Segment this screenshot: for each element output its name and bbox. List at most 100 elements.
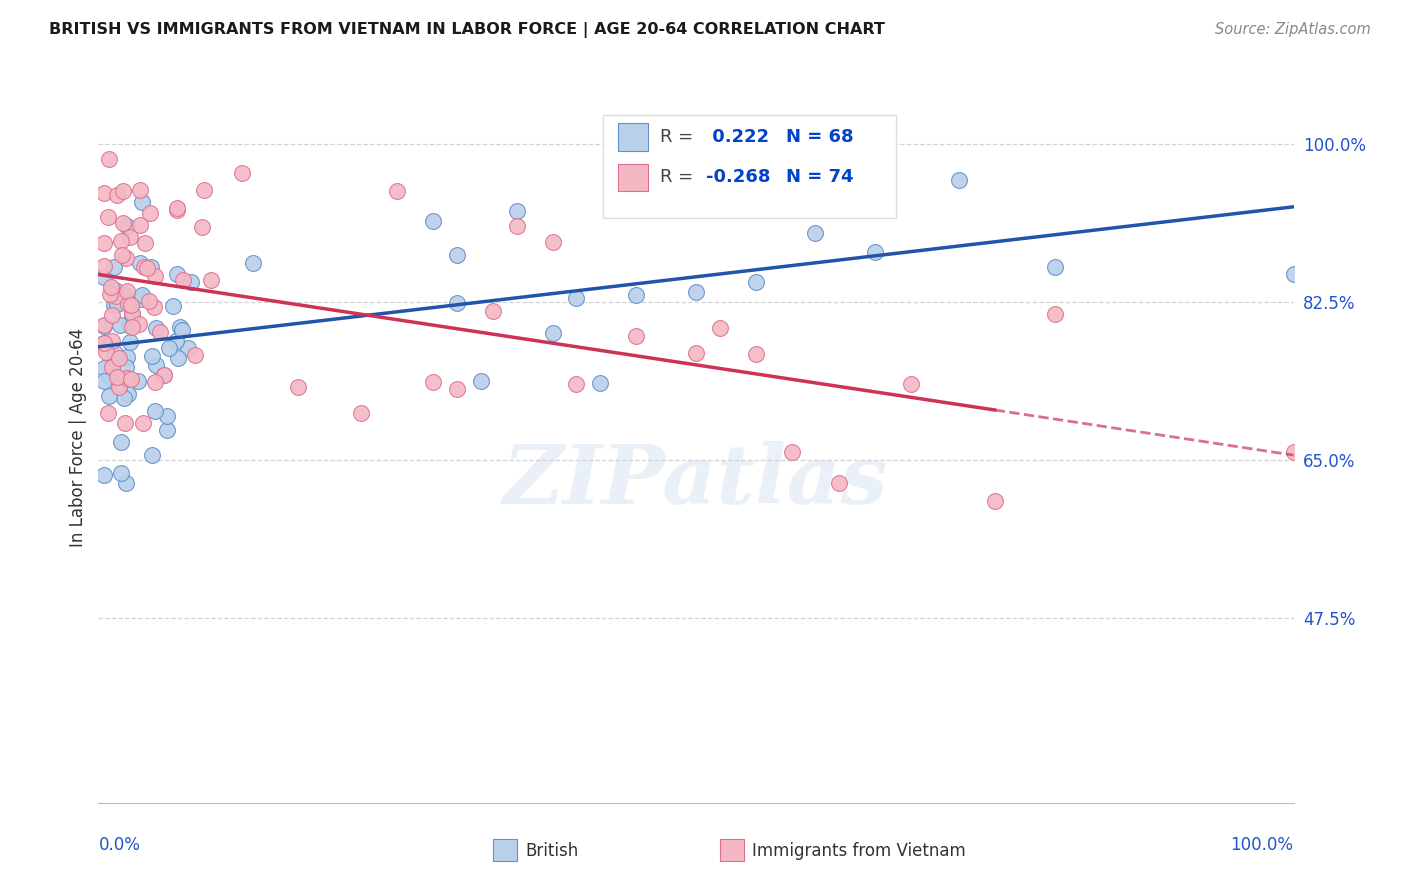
Point xyxy=(141,349,163,363)
Point xyxy=(177,341,200,355)
Point xyxy=(118,230,141,244)
Point xyxy=(149,325,172,339)
Point xyxy=(101,360,124,375)
Point xyxy=(121,306,143,320)
Point xyxy=(93,236,115,251)
Point xyxy=(114,392,136,406)
Text: N = 68: N = 68 xyxy=(786,128,853,146)
Text: N = 74: N = 74 xyxy=(786,169,853,186)
Point xyxy=(446,248,468,262)
FancyBboxPatch shape xyxy=(494,839,517,862)
Point xyxy=(93,318,115,332)
Point xyxy=(103,260,125,275)
Point xyxy=(745,347,768,361)
Point xyxy=(422,214,444,228)
Point xyxy=(1043,307,1066,321)
Point xyxy=(129,292,152,306)
Point xyxy=(134,236,156,251)
Point xyxy=(115,350,138,364)
Text: Immigrants from Vietnam: Immigrants from Vietnam xyxy=(752,842,966,860)
Point xyxy=(128,318,150,332)
Point xyxy=(157,341,180,355)
Point xyxy=(153,368,176,382)
Point xyxy=(110,434,132,449)
Text: BRITISH VS IMMIGRANTS FROM VIETNAM IN LABOR FORCE | AGE 20-64 CORRELATION CHART: BRITISH VS IMMIGRANTS FROM VIETNAM IN LA… xyxy=(49,22,886,38)
Point xyxy=(191,220,214,235)
Point xyxy=(165,334,187,348)
Point xyxy=(1043,260,1066,274)
Point xyxy=(108,351,131,365)
Point xyxy=(121,319,143,334)
Point xyxy=(156,423,179,437)
Point xyxy=(385,184,409,198)
Point xyxy=(183,348,205,362)
Point xyxy=(1282,445,1305,459)
Point xyxy=(111,215,134,229)
Point xyxy=(103,298,125,312)
Text: R =: R = xyxy=(661,169,699,186)
Text: 100.0%: 100.0% xyxy=(1230,836,1294,854)
Point xyxy=(172,323,194,337)
Point xyxy=(131,416,153,430)
Point xyxy=(97,211,120,225)
Point xyxy=(97,368,120,383)
Point xyxy=(135,261,157,276)
Text: R =: R = xyxy=(661,128,699,146)
Point xyxy=(446,296,468,310)
Point xyxy=(93,336,115,351)
Point xyxy=(145,321,167,335)
Point xyxy=(110,377,132,392)
Point xyxy=(105,297,128,311)
Point xyxy=(506,219,529,234)
Point xyxy=(141,448,163,462)
Point xyxy=(104,346,127,360)
Point xyxy=(166,201,188,215)
Point xyxy=(589,376,612,390)
Point xyxy=(350,406,373,420)
Point xyxy=(98,152,121,166)
Point xyxy=(93,468,115,483)
Point xyxy=(422,376,444,390)
Point xyxy=(93,335,115,350)
Point xyxy=(565,377,588,392)
FancyBboxPatch shape xyxy=(619,123,648,151)
Point xyxy=(112,184,135,198)
Point xyxy=(110,234,132,248)
Point xyxy=(193,183,215,197)
Point xyxy=(120,334,142,349)
Point xyxy=(117,297,139,311)
Point xyxy=(117,387,139,401)
Point xyxy=(162,299,184,313)
Point xyxy=(685,346,707,360)
Point xyxy=(111,248,134,262)
Point xyxy=(541,235,564,249)
Point xyxy=(626,288,648,302)
Point xyxy=(115,475,138,490)
Point xyxy=(97,389,120,403)
Text: -0.268: -0.268 xyxy=(706,169,770,186)
Point xyxy=(865,244,887,259)
Point xyxy=(156,409,179,423)
Point xyxy=(134,260,156,274)
Point xyxy=(828,476,851,491)
Text: British: British xyxy=(524,842,578,860)
Point xyxy=(169,320,191,334)
Point xyxy=(565,291,588,305)
Point xyxy=(120,298,142,312)
Point xyxy=(105,288,128,302)
Point xyxy=(745,276,768,290)
Point xyxy=(166,202,188,217)
Point xyxy=(145,375,167,389)
Point xyxy=(121,309,143,323)
Point xyxy=(143,403,166,417)
Point xyxy=(131,288,153,302)
Point xyxy=(115,360,138,375)
Point xyxy=(108,380,131,394)
Point xyxy=(105,188,128,202)
Point xyxy=(117,370,139,384)
Text: 0.0%: 0.0% xyxy=(98,836,141,854)
Point xyxy=(506,203,529,218)
Point xyxy=(129,219,152,233)
Point xyxy=(93,374,115,388)
Point xyxy=(112,288,135,302)
